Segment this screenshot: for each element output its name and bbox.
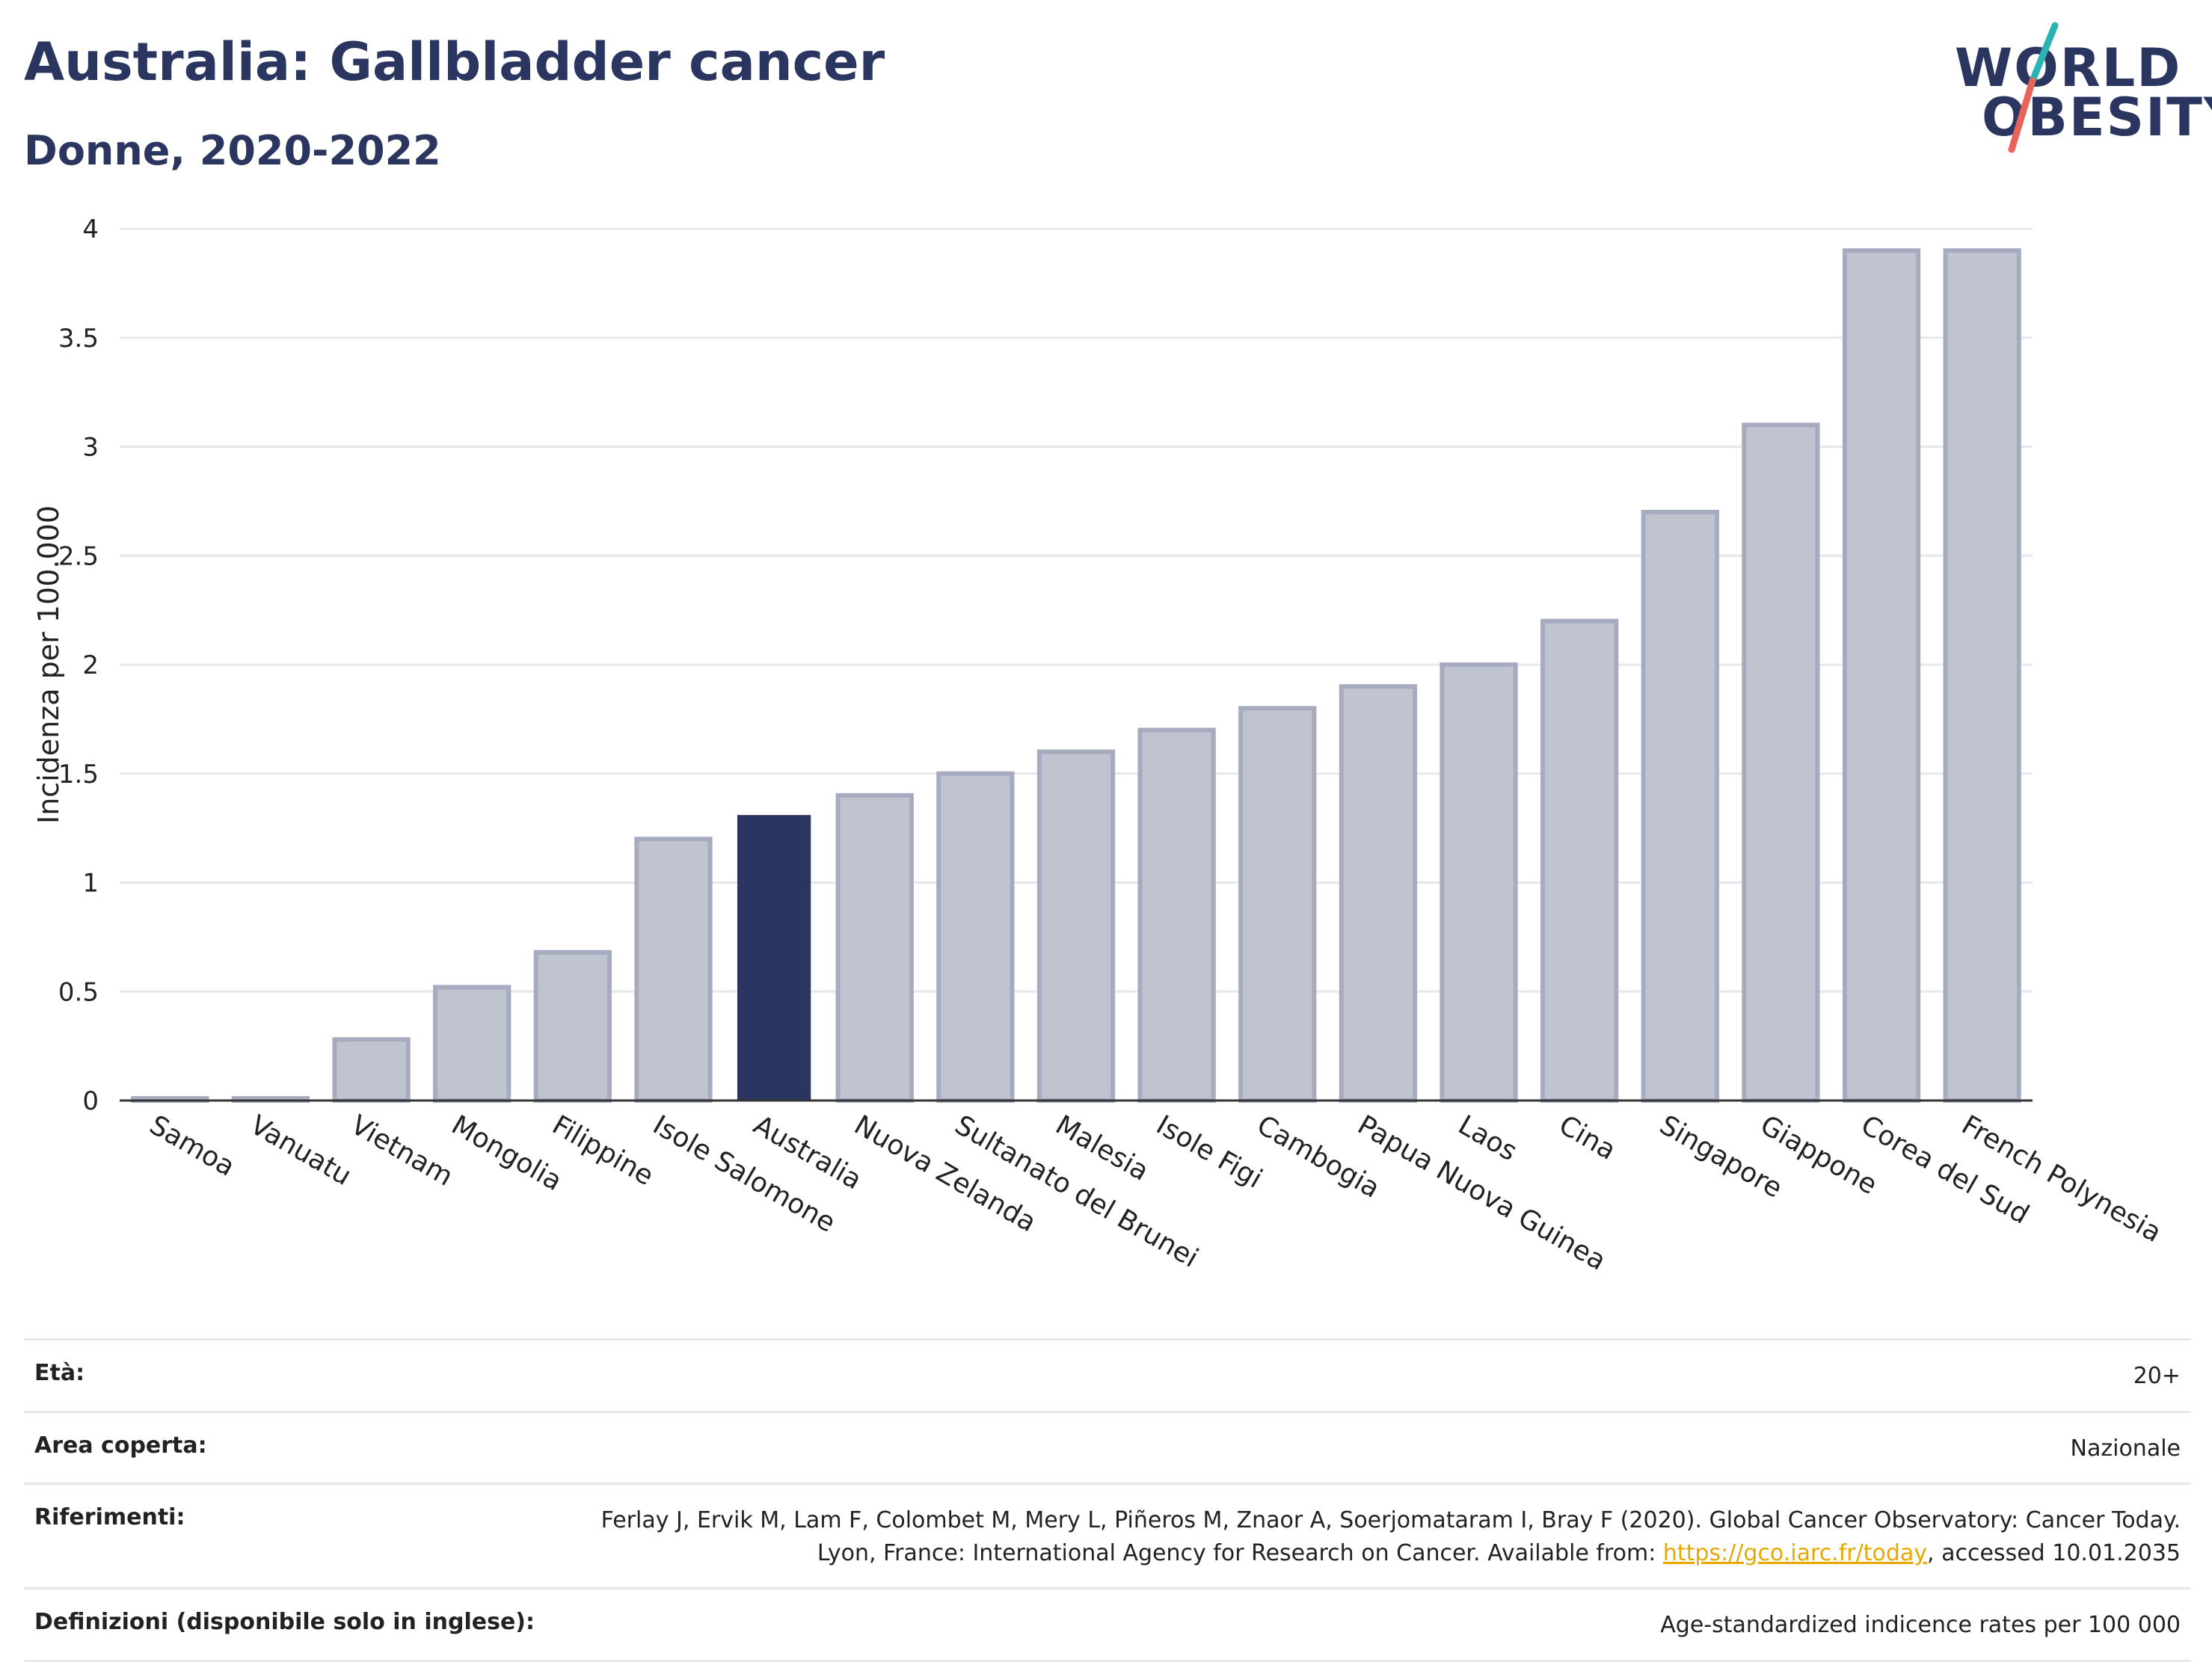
bar-australia bbox=[737, 815, 811, 1101]
bar-papua-nuova-guinea bbox=[1339, 684, 1418, 1103]
bar-giappone bbox=[1742, 422, 1820, 1104]
bar-cambogia bbox=[1238, 706, 1317, 1103]
info-label-definitions: Definizioni (disponibile solo in inglese… bbox=[34, 1609, 535, 1635]
info-value-definitions: Age-standardized indicence rates per 100… bbox=[1660, 1612, 2181, 1638]
info-table: Età: 20+ Area coperta: Nazionale Riferim… bbox=[24, 1338, 2191, 1662]
reference-link[interactable]: https://gco.iarc.fr/today bbox=[1662, 1539, 1928, 1566]
chart-title: Australia: Gallbladder cancer bbox=[24, 31, 885, 93]
info-value-age: 20+ bbox=[2133, 1363, 2181, 1389]
bar-vietnam bbox=[332, 1037, 411, 1104]
bar-nuova-zelanda bbox=[835, 792, 914, 1104]
reference-text: Ferlay J, Ervik M, Lam F, Colombet M, Me… bbox=[600, 1507, 2181, 1566]
bar-malesia bbox=[1036, 749, 1116, 1103]
bar-chart: 0 0.5 1 1.5 2 2.5 3 3.5 4 Incidenza per 100.000 Sa… bbox=[32, 215, 2166, 1277]
x-tick-label: Corea del Sud bbox=[1856, 1109, 2035, 1230]
info-row-references: Riferimenti: Ferlay J, Ervik M, Lam F, C… bbox=[24, 1483, 2191, 1587]
bar-cina bbox=[1540, 618, 1619, 1103]
y-tick-label: 2 bbox=[82, 650, 99, 680]
y-tick-label: 4 bbox=[82, 215, 99, 244]
info-row-age: Età: 20+ bbox=[24, 1338, 2191, 1411]
info-row-area: Area coperta: Nazionale bbox=[24, 1410, 2191, 1483]
bar-mongolia bbox=[433, 985, 511, 1104]
bar-isole-salomone bbox=[634, 837, 713, 1103]
bar-sultanato-del-brunei bbox=[936, 771, 1015, 1103]
info-row-definitions: Definizioni (disponibile solo in inglese… bbox=[24, 1587, 2191, 1662]
y-tick-label: 1.5 bbox=[58, 760, 99, 790]
y-axis-title: Incidenza per 100.000 bbox=[32, 505, 65, 824]
info-label-area: Area coperta: bbox=[34, 1432, 207, 1459]
bar-corea-del-sud bbox=[1842, 248, 1921, 1103]
y-tick-label: 0 bbox=[82, 1086, 99, 1116]
x-tick-label: Filippine bbox=[547, 1109, 658, 1192]
y-tick-label: 3 bbox=[82, 433, 99, 463]
info-value-area: Nazionale bbox=[2070, 1435, 2181, 1462]
y-tick-label: 1 bbox=[82, 869, 99, 899]
bar-laos bbox=[1440, 662, 1518, 1103]
x-tick-label: Cina bbox=[1554, 1109, 1621, 1166]
x-tick-label: Samoa bbox=[144, 1109, 240, 1183]
x-tick-label: Nuova Zelanda bbox=[849, 1109, 1041, 1238]
x-tick-label: Vietnam bbox=[345, 1109, 458, 1192]
bar-french-polynesia bbox=[1943, 248, 2021, 1103]
world-obesity-logo: WORLD OBESITY bbox=[1952, 21, 2212, 163]
info-label-age: Età: bbox=[34, 1360, 85, 1386]
x-tick-label: Mongolia bbox=[446, 1109, 568, 1197]
bar-filippine bbox=[533, 950, 612, 1104]
bar-singapore bbox=[1641, 509, 1719, 1103]
info-label-references: Riferimenti: bbox=[34, 1504, 185, 1530]
logo-slash-icon bbox=[2008, 22, 2059, 153]
y-tick-label: 0.5 bbox=[58, 977, 99, 1007]
logo-text-world: WORLD bbox=[1955, 37, 2182, 99]
y-tick-label: 2.5 bbox=[58, 541, 99, 571]
x-tick-label: Laos bbox=[1453, 1109, 1522, 1167]
reference-text-end: , accessed 10.01.2035 bbox=[1927, 1539, 2181, 1566]
chart-subtitle: Donne, 2020-2022 bbox=[24, 127, 441, 174]
x-tick-label: Isole Figi bbox=[1151, 1109, 1268, 1194]
x-tick-label: Vanuatu bbox=[245, 1109, 356, 1192]
y-tick-label: 3.5 bbox=[58, 324, 99, 354]
x-tick-label: Isole Salomone bbox=[648, 1109, 841, 1239]
bar-isole-figi bbox=[1137, 727, 1216, 1103]
info-value-references: Ferlay J, Ervik M, Lam F, Colombet M, Me… bbox=[573, 1504, 2181, 1569]
